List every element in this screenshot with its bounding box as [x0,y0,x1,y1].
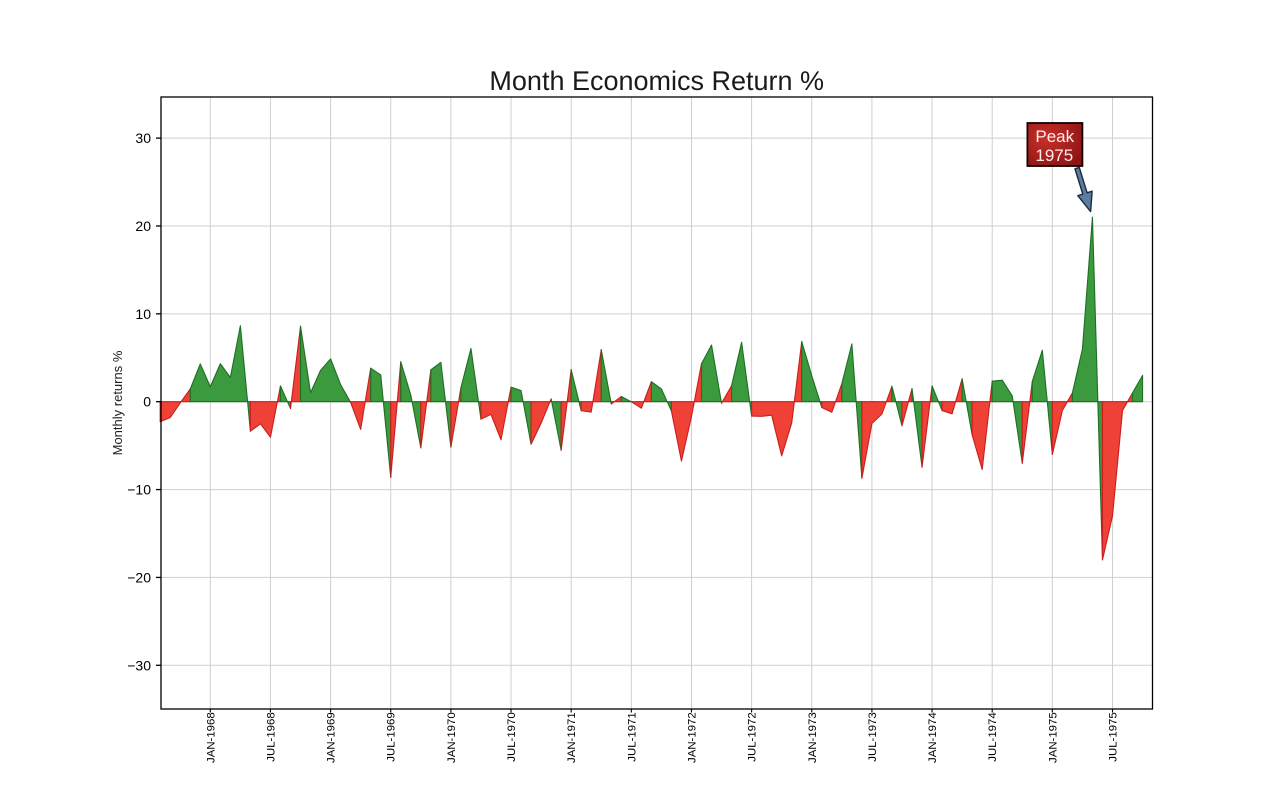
svg-text:JAN-1970: JAN-1970 [446,712,458,763]
svg-text:JUL-1975: JUL-1975 [1108,712,1120,761]
svg-text:JUL-1971: JUL-1971 [626,712,638,761]
svg-text:0: 0 [143,394,151,410]
svg-text:Monthly returns %: Monthly returns % [110,350,125,455]
svg-text:JAN-1973: JAN-1973 [807,712,819,763]
svg-text:JUL-1968: JUL-1968 [265,712,277,761]
svg-text:10: 10 [135,306,151,322]
svg-text:Peak: Peak [1035,127,1074,146]
svg-text:−10: −10 [127,482,151,498]
svg-text:JAN-1975: JAN-1975 [1047,712,1059,763]
svg-text:JAN-1972: JAN-1972 [686,712,698,763]
svg-text:JAN-1969: JAN-1969 [326,712,338,763]
svg-text:20: 20 [135,218,151,234]
svg-text:−20: −20 [127,569,151,585]
svg-text:1975: 1975 [1035,146,1073,165]
svg-text:30: 30 [135,130,151,146]
svg-text:JAN-1968: JAN-1968 [205,712,217,763]
svg-text:JUL-1970: JUL-1970 [506,712,518,761]
svg-text:JUL-1972: JUL-1972 [747,712,759,761]
svg-text:JUL-1974: JUL-1974 [987,712,999,761]
svg-text:JUL-1973: JUL-1973 [867,712,879,761]
svg-text:JUL-1969: JUL-1969 [386,712,398,761]
svg-text:JAN-1974: JAN-1974 [927,712,939,763]
svg-text:JAN-1971: JAN-1971 [566,712,578,763]
svg-text:−30: −30 [127,657,151,673]
